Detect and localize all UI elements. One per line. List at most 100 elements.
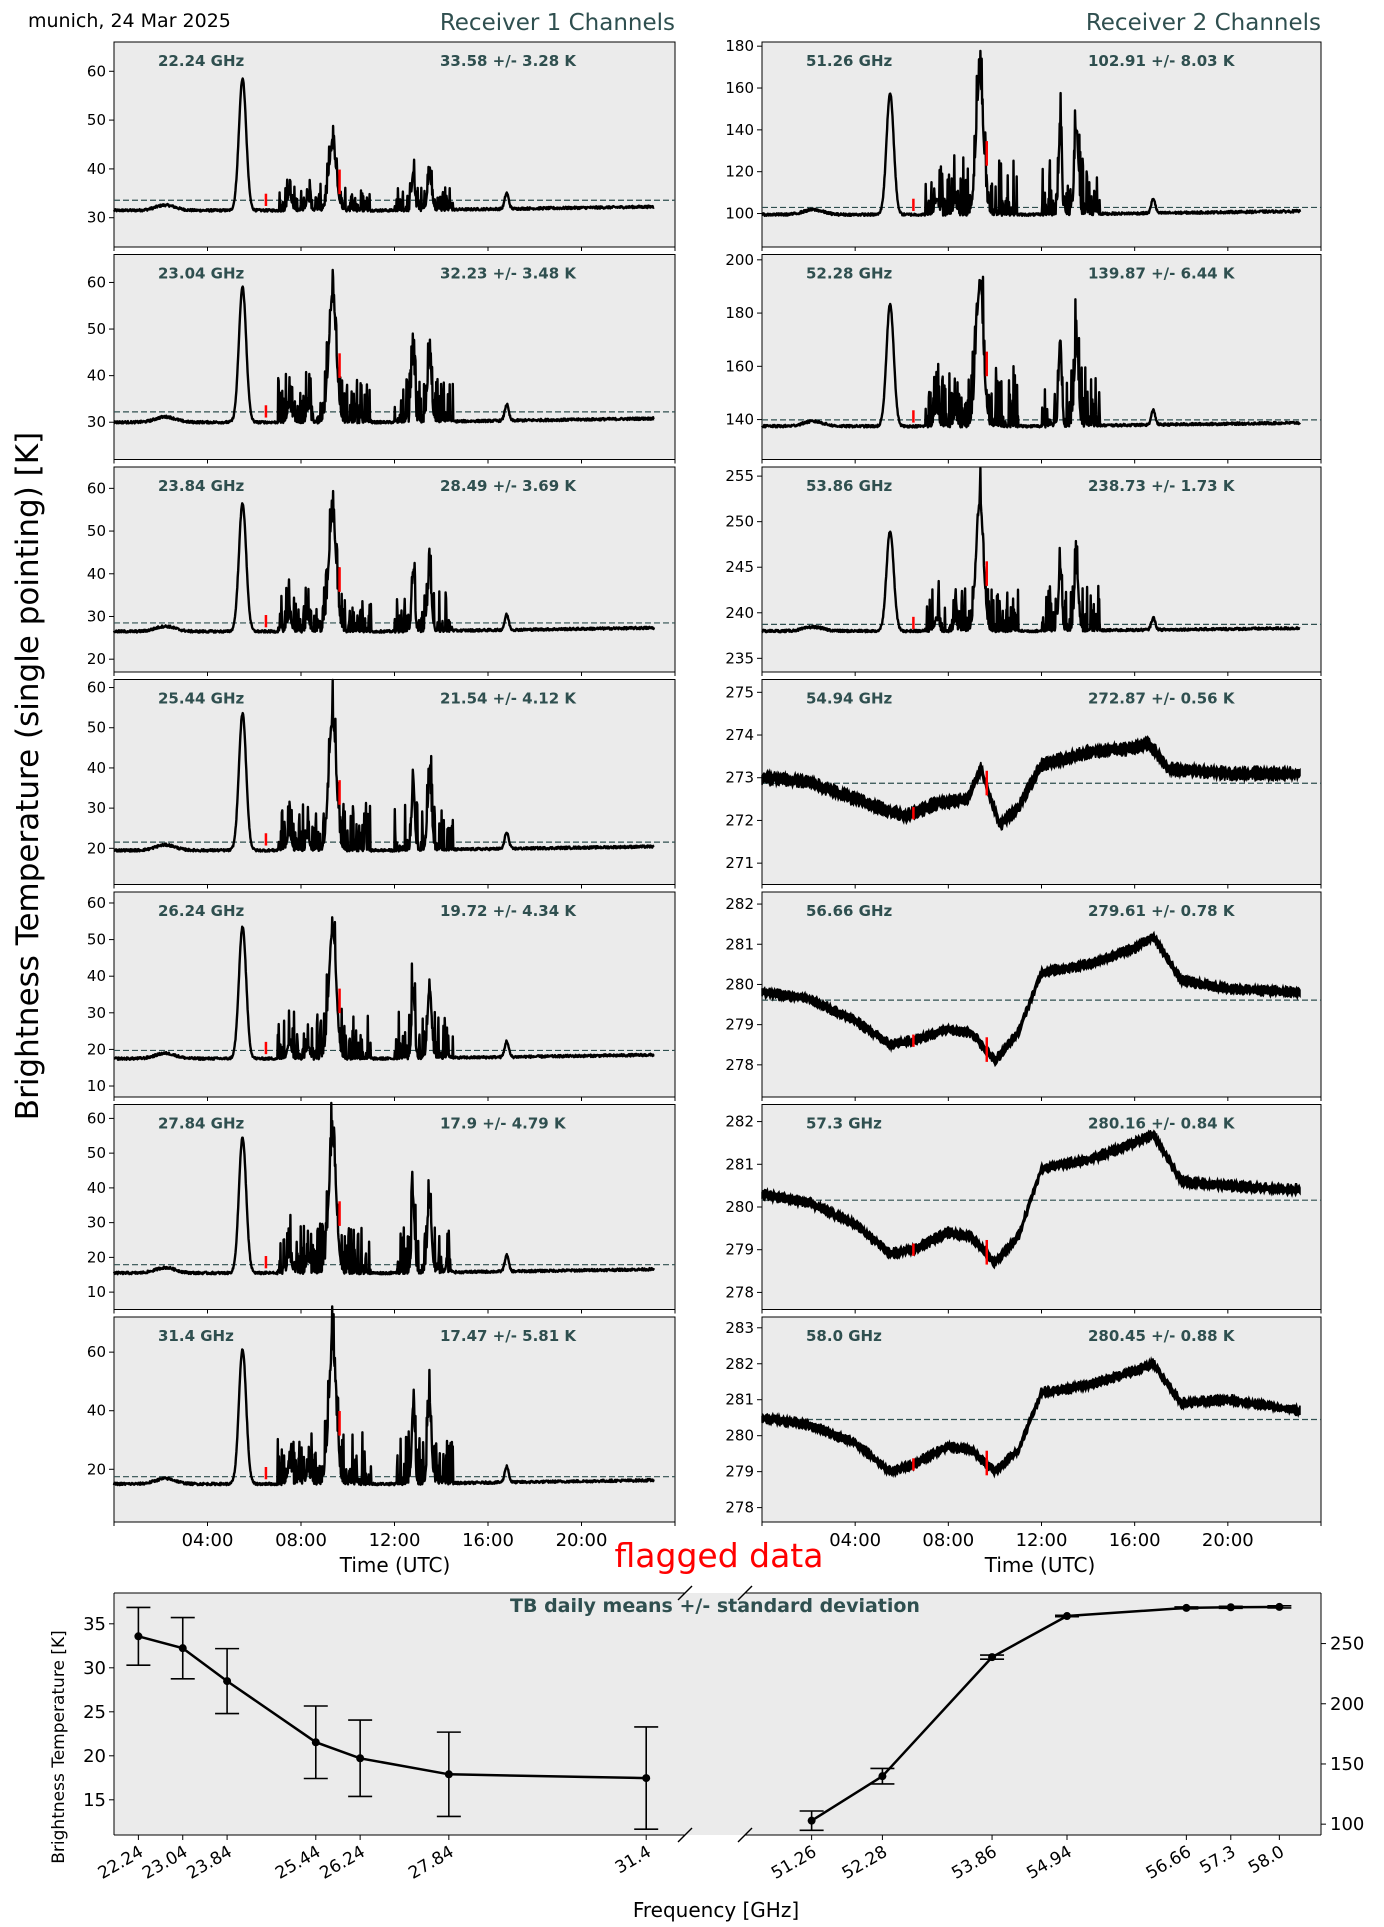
y-tick-label: 279 [725,1241,754,1259]
panel-23-04-ghz: 30 40 50 60 23.04 GHz 32.23 +/- 3.48 K [87,254,676,464]
y-tick-label: 40 [87,759,106,777]
panel-22-24-ghz: 30 40 50 60 22.24 GHz 33.58 +/- 3.28 K [87,41,676,251]
summary-x-tick-label: 52.28 [839,1842,891,1884]
y-tick-label: 278 [725,1056,754,1074]
y-tick-label: 60 [87,1343,106,1361]
data-trace [761,735,1301,831]
y-tick-label: 20 [87,650,106,668]
data-trace [112,77,655,213]
y-axis-label: Brightness Temperature (single pointing)… [10,432,46,1120]
panel-31-4-ghz: 20 40 60 04:00 08:00 12:00 16:00 20:00 31.4 GHz 1… [87,1305,676,1551]
channel-frequency-label: 51.26 GHz [806,52,893,70]
panel-25-44-ghz: 20 30 40 50 60 25.44 GHz 21.54 +/- 4.12 K [87,678,676,889]
data-trace [112,1305,655,1487]
y-tick-label: 50 [87,320,106,338]
mean-point [642,1774,651,1783]
y-tick-label: 40 [87,1402,106,1420]
data-trace [761,467,1301,634]
receiver1-title: Receiver 1 Channels [440,10,675,36]
panel-background [113,1104,676,1310]
y-tick-label: 283 [725,1319,754,1337]
channel-stats-label: 238.73 +/- 1.73 K [1088,477,1236,495]
y-tick-label: 250 [725,513,754,531]
mean-point [356,1754,365,1763]
summary-x-tick-label: 58.0 [1245,1842,1288,1878]
channel-stats-label: 272.87 +/- 0.56 K [1088,690,1236,708]
x-tick-label: 20:00 [1202,1530,1254,1551]
data-trace [761,1355,1301,1479]
summary-x-tick-label: 22.24 [95,1842,147,1884]
y-tick-label: 50 [87,931,106,949]
y-tick-label: 30 [87,607,106,625]
y-tick-label: 281 [725,935,754,953]
summary-y-tick-label: 30 [83,1658,106,1679]
channel-stats-label: 17.9 +/- 4.79 K [440,1115,567,1133]
x-tick-label: 12:00 [369,1530,421,1551]
y-tick-label: 280 [725,1427,754,1445]
x-axis-label-receiver1: Time (UTC) [339,1553,451,1577]
channel-frequency-label: 57.3 GHz [806,1115,882,1133]
summary-y-tick-label: 150 [1330,1754,1364,1775]
axis-break-mark [737,1585,753,1601]
summary-y-tick-label: 35 [83,1614,106,1635]
y-tick-label: 120 [725,163,754,181]
summary-y-tick-label: 100 [1330,1814,1364,1835]
y-tick-label: 275 [725,683,754,701]
mean-point [444,1770,453,1779]
y-tick-label: 282 [725,1355,754,1373]
summary-x-tick-label: 25.44 [272,1842,324,1884]
channel-stats-label: 280.45 +/- 0.88 K [1088,1327,1236,1345]
channel-stats-label: 28.49 +/- 3.69 K [440,477,577,495]
x-tick-label: 08:00 [922,1530,974,1551]
mean-point [178,1644,187,1653]
y-tick-label: 20 [87,1040,106,1058]
data-trace [761,49,1302,217]
mean-point [311,1738,320,1747]
data-trace [113,678,655,853]
y-tick-label: 235 [725,649,754,667]
channel-frequency-label: 54.94 GHz [806,690,893,708]
y-tick-label: 20 [87,1460,106,1478]
mean-point [807,1816,816,1825]
panel-background [113,41,676,248]
panel-58-0-ghz: 278 279 280 281 282 283 04:00 08:00 12:00 16:00 20… [725,1316,1322,1551]
panel-background [761,679,1322,885]
summary-x-tick-label: 56.66 [1143,1842,1195,1884]
x-axis-label-receiver2: Time (UTC) [984,1553,1096,1577]
y-tick-label: 280 [725,975,754,993]
y-tick-label: 281 [725,1391,754,1409]
channel-frequency-label: 52.28 GHz [806,265,893,283]
channel-frequency-label: 23.84 GHz [158,477,245,495]
mean-point [988,1653,997,1662]
y-tick-label: 60 [87,62,106,80]
y-tick-label: 20 [87,1248,106,1266]
summary-title: TB daily means +/- standard deviation [510,1595,920,1617]
y-tick-label: 282 [725,1113,754,1131]
y-tick-label: 50 [87,1144,106,1162]
flagged-data-legend: flagged data [615,1536,824,1575]
x-tick-label: 20:00 [556,1530,608,1551]
x-tick-label: 08:00 [275,1530,327,1551]
channel-frequency-label: 56.66 GHz [806,902,893,920]
panel-background [113,891,676,1098]
y-tick-label: 140 [725,121,754,139]
y-tick-label: 40 [87,565,106,583]
y-tick-label: 272 [725,811,754,829]
y-tick-label: 50 [87,522,106,540]
mean-point [1226,1603,1235,1612]
summary-y-tick-label: 20 [83,1746,106,1767]
y-tick-label: 30 [87,799,106,817]
channel-frequency-label: 25.44 GHz [158,690,245,708]
summary-y-tick-label: 250 [1330,1634,1364,1655]
channel-stats-label: 32.23 +/- 3.48 K [440,265,577,283]
y-tick-label: 255 [725,467,754,485]
y-tick-label: 40 [87,1179,106,1197]
y-tick-label: 30 [87,209,106,227]
panel-51-26-ghz: 100 120 140 160 180 51.26 GHz 102.91 +/- 8.03 … [725,37,1322,251]
y-tick-label: 20 [87,839,106,857]
y-tick-label: 160 [725,79,754,97]
summary-x-tick-label: 54.94 [1023,1842,1075,1884]
x-tick-label: 16:00 [1109,1530,1161,1551]
y-tick-label: 240 [725,604,754,622]
panel-56-66-ghz: 278 279 280 281 282 56.66 GHz 279.61 +/- 0.78 … [725,891,1322,1101]
